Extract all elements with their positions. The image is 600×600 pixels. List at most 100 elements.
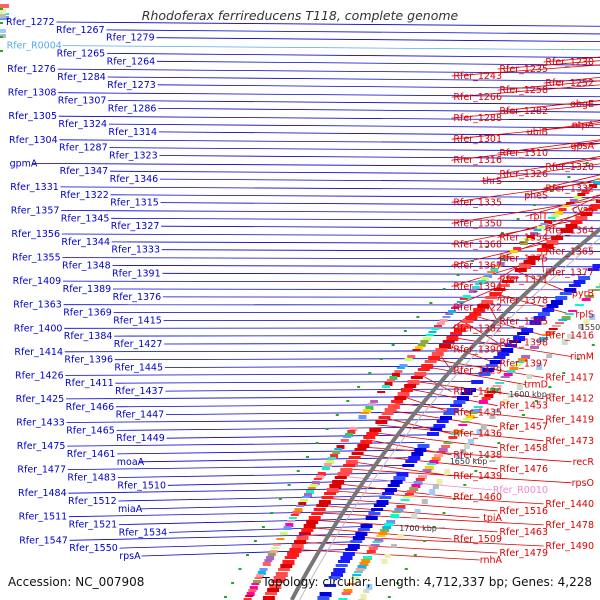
feature-block — [324, 584, 337, 587]
feature-block — [523, 260, 536, 265]
feature-block — [319, 592, 332, 597]
right-label-connector — [497, 139, 600, 154]
right-gene-label: Rfer_1453 — [499, 401, 548, 412]
right-label-connector — [451, 219, 577, 245]
right-label-connector — [451, 123, 600, 140]
feature-block — [282, 560, 295, 565]
feature-block — [443, 442, 453, 444]
feature-block — [415, 346, 424, 350]
feature-block — [391, 400, 404, 403]
feature-block — [414, 509, 421, 513]
feature-block — [564, 288, 577, 293]
right-label-connector — [497, 158, 600, 175]
right-gene-label: thrS — [482, 176, 502, 187]
feature-block — [413, 481, 423, 485]
feature-block — [574, 304, 584, 306]
feature-block — [409, 487, 419, 491]
left-label-connector — [159, 155, 600, 160]
feature-block — [262, 596, 275, 600]
left-label-connector — [108, 123, 600, 129]
feature-block — [269, 550, 278, 553]
guide-dot — [567, 176, 571, 178]
right-gene-label: pyrB — [572, 289, 594, 300]
feature-block — [513, 336, 526, 341]
feature-block — [456, 301, 465, 303]
guide-dot — [0, 22, 3, 24]
left-label-connector — [117, 449, 419, 455]
right-gene-label: gpsA — [570, 141, 594, 152]
feature-block — [495, 382, 505, 384]
feature-block — [384, 408, 397, 412]
feature-block — [568, 310, 578, 312]
feature-block — [352, 536, 365, 540]
feature-block — [513, 247, 522, 251]
feature-block — [589, 184, 598, 188]
feature-block — [407, 490, 416, 493]
feature-block — [375, 420, 388, 424]
feature-block — [363, 556, 372, 560]
guide-dot — [521, 414, 525, 416]
left-gene-label: Rfer_1411 — [65, 378, 114, 389]
left-label-connector — [60, 186, 600, 191]
right-gene-label: Rfer_1243 — [453, 71, 502, 82]
feature-block — [276, 538, 285, 540]
left-label-connector — [164, 365, 491, 368]
feature-block — [355, 568, 365, 571]
feature-block — [448, 436, 458, 439]
feature-block — [259, 568, 268, 571]
scale-tick-label: 1600 kbp — [509, 390, 547, 399]
feature-block — [382, 526, 392, 529]
right-gene-label: Rfer_1417 — [545, 373, 594, 384]
guide-dot — [534, 400, 538, 402]
feature-block — [343, 464, 356, 467]
feature-block — [284, 556, 297, 559]
feature-block — [541, 244, 554, 249]
feature-block — [583, 319, 590, 325]
feature-block — [500, 376, 510, 378]
feature-block — [345, 433, 354, 437]
feature-block — [384, 382, 393, 386]
feature-block — [484, 394, 494, 398]
accession-text: Accession: NC_007908 — [8, 575, 144, 589]
feature-block — [507, 394, 514, 398]
feature-block — [366, 432, 379, 436]
feature-block — [595, 286, 600, 288]
left-gene-label: Rfer_1466 — [66, 402, 115, 413]
feature-block — [460, 421, 470, 423]
feature-block — [333, 568, 346, 573]
left-label-connector — [62, 257, 600, 260]
right-label-connector — [451, 198, 600, 224]
feature-block — [275, 572, 288, 577]
feature-block — [302, 496, 310, 498]
feature-block — [512, 364, 522, 366]
feature-block — [493, 265, 502, 267]
feature-block — [575, 216, 588, 220]
right-gene-label: Rfer_1422 — [453, 303, 502, 314]
feature-block — [555, 322, 565, 324]
feature-block — [550, 300, 563, 305]
guide-dot — [379, 358, 383, 360]
left-gene-label: Rfer_1345 — [61, 213, 110, 224]
feature-block — [317, 596, 330, 600]
feature-block — [387, 379, 395, 382]
right-label-connector — [400, 395, 452, 414]
feature-block — [578, 324, 584, 329]
feature-block — [446, 336, 459, 341]
feature-block — [303, 524, 316, 529]
feature-block — [590, 204, 600, 209]
feature-block — [481, 300, 494, 304]
feature-block — [378, 532, 388, 535]
feature-block — [592, 289, 600, 291]
feature-block — [506, 276, 519, 279]
feature-block — [420, 340, 429, 344]
feature-block — [450, 433, 460, 435]
feature-block — [450, 404, 463, 407]
left-gene-label: gpmA — [10, 158, 38, 169]
feature-block — [436, 322, 445, 325]
feature-block — [346, 583, 356, 585]
feature-block — [366, 550, 376, 553]
left-label-connector — [158, 131, 600, 136]
feature-block — [400, 499, 410, 501]
left-gene-label: Rfer_1344 — [61, 237, 110, 248]
feature-block — [384, 488, 397, 492]
